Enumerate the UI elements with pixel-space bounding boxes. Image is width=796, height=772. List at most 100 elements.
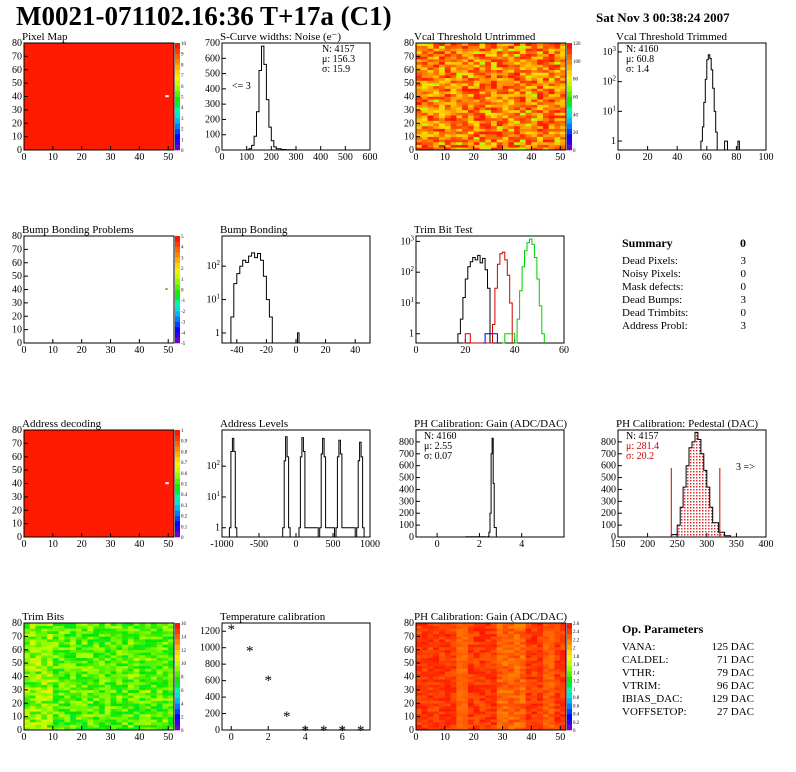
heatmap-cell [542,139,549,143]
heatmap-cell [35,692,42,696]
heatmap-cell [75,628,82,632]
heatmap-cell [548,45,555,49]
heatmap-cell [496,665,503,669]
heatmap-cell [421,687,428,691]
heatmap-cell [537,85,544,89]
heatmap-cell [133,657,140,661]
heatmap-cell [127,721,134,725]
y-tick-exponent: 3 [411,234,415,242]
heatmap-cell [439,139,446,143]
heatmap-cell [110,668,117,672]
heatmap-cell [531,676,538,680]
heatmap-cell [41,724,48,728]
heatmap-cell [491,48,498,52]
heatmap-cell [473,141,480,145]
heatmap-cell [496,51,503,54]
heatmap-cell [514,72,521,76]
heatmap-cell [81,689,88,693]
palette-tick-label: 20 [573,131,579,136]
heatmap-cell [87,628,94,632]
heatmap-cell [542,639,549,643]
y-tick-label: 10 [12,325,22,336]
heatmap-cell [427,719,434,723]
heatmap-cell [427,139,434,143]
x-tick-label: 20 [460,345,470,356]
heatmap-cell [87,671,94,675]
heatmap-cell [145,689,152,693]
heatmap-cell [525,77,532,81]
heatmap-cell [502,75,509,79]
heatmap-cell [421,120,428,124]
heatmap-cell [514,727,521,731]
summary-value: 3 [740,294,747,306]
heatmap-cell [93,671,100,675]
page-title: M0021-071102.16:36 T+17a (C1) [16,1,392,31]
heatmap-cell [421,665,428,669]
heatmap-cell [542,647,549,651]
heatmap-cell [519,652,526,656]
heatmap-cell [116,641,123,645]
heatmap-cell [542,705,549,709]
heatmap-cell [35,695,42,699]
heatmap-cell [514,716,521,720]
heatmap-cell [491,668,498,672]
heatmap-cell [542,727,549,731]
heatmap-cell [99,708,106,712]
heatmap-cell [70,719,77,723]
x-tick-label: 20 [643,152,653,163]
heatmap-cell [29,719,36,723]
heatmap-cell [421,721,428,725]
heatmap-cell [439,125,446,129]
y-tick-label: 600 [399,461,414,472]
heatmap-cell [110,713,117,717]
heatmap-cell [41,644,48,648]
heatmap-cell [41,695,48,699]
heatmap-cell [64,668,71,672]
heatmap-cell [145,668,152,672]
heatmap-cell [525,64,532,68]
palette-tick-label: 0.9 [181,440,188,445]
heatmap-cell [24,660,31,664]
heatmap-cell [81,703,88,707]
heatmap-cell [560,59,567,63]
heatmap-cell [456,700,463,704]
heatmap-cell [554,101,561,105]
heatmap-cell [462,59,469,63]
heatmap-cell [47,671,54,675]
heatmap-cell [139,681,146,685]
heatmap-cell [41,641,48,645]
heatmap-cell [52,700,59,704]
y-tick-label: 400 [205,692,220,703]
palette-tick-label: 0 [181,289,184,294]
heatmap-cell [502,660,509,664]
heatmap-cell [444,657,451,661]
heatmap-cell [467,716,474,720]
heatmap-cell [81,697,88,701]
heatmap-cell [24,689,31,693]
heatmap-cell [456,112,463,116]
heatmap-cell [150,649,157,653]
heatmap-cell [168,655,175,659]
heatmap-cell [421,644,428,648]
axes: 150 200 250 300 350 4000100200300400500600700… [601,437,774,550]
heatmap-cell [439,144,446,148]
heatmap-cell [127,641,134,645]
panel-title: Address Levels [220,418,288,430]
heatmap-cell [462,703,469,707]
heatmap-cell [467,139,474,143]
heatmap-cell [47,727,54,731]
heatmap-cell [485,53,492,57]
heatmap-cell [439,639,446,643]
heatmap-cell [427,623,434,626]
heatmap-cell [462,625,469,629]
heatmap-cell [439,53,446,57]
heatmap-cell [554,144,561,148]
palette-step [175,133,180,140]
heatmap-cell [52,625,59,629]
heatmap-cell [110,721,117,725]
heatmap-cell [554,72,561,76]
heatmap-cell [87,703,94,707]
